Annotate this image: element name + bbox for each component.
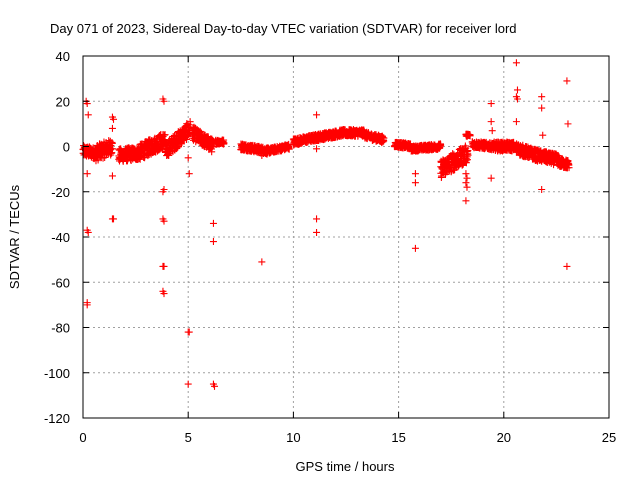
outlier-point [462, 179, 470, 187]
outlier-point [411, 179, 419, 187]
outlier-point [184, 154, 192, 162]
outlier-point [108, 124, 116, 132]
outlier-point [538, 104, 546, 112]
y-tick-label: -120 [44, 411, 70, 426]
outlier-point [462, 170, 470, 178]
plot-frame [82, 55, 610, 419]
y-tick-label: 20 [56, 94, 70, 109]
outlier-point [564, 120, 572, 128]
outlier-point [185, 170, 193, 178]
outlier-point [487, 118, 495, 126]
x-tick-label: 5 [185, 430, 192, 445]
data-points [79, 59, 573, 390]
x-axis-label: GPS time / hours [296, 459, 395, 474]
outlier-point [160, 262, 168, 270]
x-tick-label: 10 [286, 430, 300, 445]
x-tick-label: 20 [497, 430, 511, 445]
y-axis-label: SDTVAR / TECUs [7, 184, 22, 289]
outlier-point [563, 262, 571, 270]
data-point [161, 131, 169, 139]
outlier-point [108, 172, 116, 180]
data-point [182, 135, 190, 143]
outlier-point [463, 174, 471, 182]
outlier-point [83, 170, 91, 178]
y-tick-label: -60 [51, 275, 70, 290]
outlier-point [184, 380, 192, 388]
outlier-point [110, 215, 118, 223]
outlier-point [258, 258, 266, 266]
y-tick-label: 40 [56, 49, 70, 64]
y-tick-label: 0 [63, 140, 70, 155]
outlier-point [462, 197, 470, 205]
data-point [186, 121, 194, 129]
outlier-point [313, 215, 321, 223]
x-tick-label: 0 [79, 430, 86, 445]
outlier-point [513, 86, 521, 94]
outlier-point [313, 111, 321, 119]
data-point [108, 145, 116, 153]
data-point [108, 149, 116, 157]
data-point [208, 148, 216, 156]
axis-ticks: 0 5 10 15 20 25 40 20 0 -20 -40 -60 -80 -100 -120 [44, 49, 616, 445]
outlier-point [411, 170, 419, 178]
grid [83, 56, 609, 418]
outlier-point [563, 77, 571, 85]
outlier-point [539, 131, 547, 139]
outlier-point [185, 328, 193, 336]
x-tick-label: 15 [391, 430, 405, 445]
outlier-point [84, 111, 92, 119]
outlier-point [487, 174, 495, 182]
outlier-point [411, 244, 419, 252]
chart-title: Day 071 of 2023, Sidereal Day-to-day VTE… [50, 21, 517, 36]
data-point [285, 145, 293, 153]
x-tick-label: 25 [602, 430, 616, 445]
outlier-point [488, 127, 496, 135]
outlier-point [209, 219, 217, 227]
data-point [220, 139, 228, 147]
outlier-point [538, 93, 546, 101]
y-tick-label: -80 [51, 321, 70, 336]
y-tick-label: -40 [51, 230, 70, 245]
outlier-point [463, 183, 471, 191]
y-tick-label: -20 [51, 185, 70, 200]
outlier-point [512, 118, 520, 126]
y-tick-label: -100 [44, 366, 70, 381]
outlier-point [313, 228, 321, 236]
outlier-point [512, 59, 520, 67]
outlier-point [209, 238, 217, 246]
